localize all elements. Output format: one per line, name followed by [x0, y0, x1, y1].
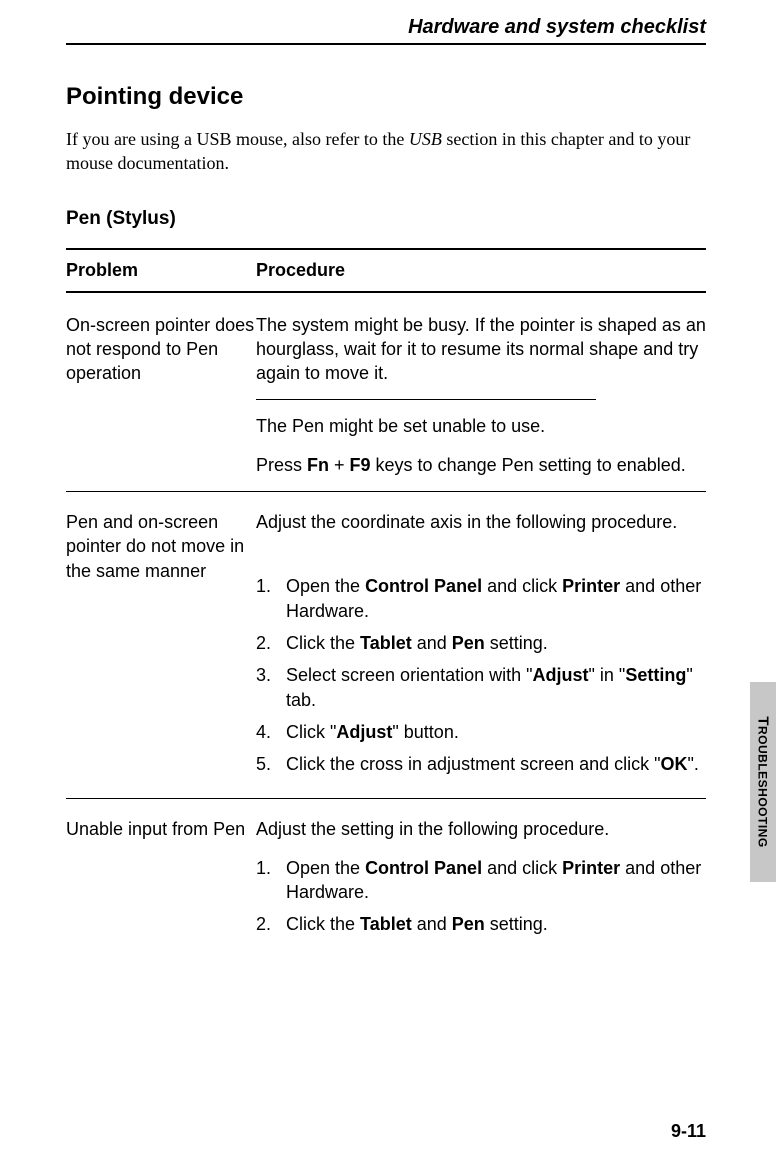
procedure-text: Adjust the setting in the following proc… — [256, 817, 706, 841]
bold-text: Setting — [625, 665, 686, 685]
bold-text: F9 — [350, 455, 371, 475]
step-item: Click the Tablet and Pen setting. — [256, 912, 706, 936]
sub-divider — [256, 399, 596, 400]
step-item: Open the Control Panel and click Printer… — [256, 574, 706, 623]
step-item: Click "Adjust" button. — [256, 720, 706, 744]
bold-text: Pen — [452, 914, 485, 934]
bold-text: Control Panel — [365, 576, 482, 596]
problem-cell: Pen and on-screen pointer do not move in… — [66, 510, 256, 784]
procedure-cell: The system might be busy. If the pointer… — [256, 313, 706, 477]
text: Open the — [286, 858, 365, 878]
bold-text: Tablet — [360, 914, 412, 934]
step-item: Click the cross in adjustment screen and… — [256, 752, 706, 776]
table-row: Unable input from Pen Adjust the setting… — [66, 799, 706, 958]
text: + — [329, 455, 350, 475]
text: and click — [482, 576, 562, 596]
side-tab-first-letter: T — [755, 716, 772, 726]
side-tab: TROUBLESHOOTING — [750, 682, 776, 882]
procedure-text: The system might be busy. If the pointer… — [256, 313, 706, 386]
bold-text: Printer — [562, 858, 620, 878]
text: and click — [482, 858, 562, 878]
bold-text: Pen — [452, 633, 485, 653]
section-title: Pointing device — [66, 83, 706, 111]
side-tab-label: TROUBLESHOOTING — [755, 716, 772, 847]
intro-italic: USB — [409, 129, 442, 149]
text: Open the — [286, 576, 365, 596]
bold-text: Printer — [562, 576, 620, 596]
step-item: Select screen orientation with "Adjust" … — [256, 663, 706, 712]
text: setting. — [485, 633, 548, 653]
text: Click " — [286, 722, 336, 742]
problem-cell: On-screen pointer does not respond to Pe… — [66, 313, 256, 477]
procedure-cell: Adjust the coordinate axis in the follow… — [256, 510, 706, 784]
subsection-title: Pen (Stylus) — [66, 208, 706, 230]
text: and — [412, 633, 452, 653]
intro-prefix: If you are using a USB mouse, also refer… — [66, 129, 409, 149]
text: " button. — [392, 722, 458, 742]
procedure-cell: Adjust the setting in the following proc… — [256, 817, 706, 944]
text: Click the — [286, 633, 360, 653]
bold-text: Adjust — [533, 665, 589, 685]
side-tab-rest: ROUBLESHOOTING — [756, 726, 770, 848]
procedure-text: Press Fn + F9 keys to change Pen setting… — [256, 453, 706, 477]
page-number: 9-11 — [671, 1121, 706, 1142]
text: Click the cross in adjustment screen and… — [286, 754, 661, 774]
procedure-steps: Open the Control Panel and click Printer… — [256, 856, 706, 937]
text: ". — [688, 754, 699, 774]
step-item: Click the Tablet and Pen setting. — [256, 631, 706, 655]
table-header-procedure: Procedure — [256, 260, 706, 281]
text: Press — [256, 455, 307, 475]
text: keys to change Pen setting to enabled. — [371, 455, 686, 475]
procedure-steps: Open the Control Panel and click Printer… — [256, 574, 706, 776]
step-item: Open the Control Panel and click Printer… — [256, 856, 706, 905]
text: Click the — [286, 914, 360, 934]
text: and — [412, 914, 452, 934]
text: setting. — [485, 914, 548, 934]
table-header-problem: Problem — [66, 260, 256, 281]
bold-text: Control Panel — [365, 858, 482, 878]
bold-text: Fn — [307, 455, 329, 475]
bold-text: Tablet — [360, 633, 412, 653]
text: " in " — [589, 665, 626, 685]
table-row: On-screen pointer does not respond to Pe… — [66, 293, 706, 492]
procedure-text: Adjust the coordinate axis in the follow… — [256, 510, 706, 534]
chapter-header: Hardware and system checklist — [66, 16, 706, 45]
bold-text: OK — [661, 754, 688, 774]
table-row: Pen and on-screen pointer do not move in… — [66, 492, 706, 799]
intro-paragraph: If you are using a USB mouse, also refer… — [66, 127, 706, 176]
bold-text: Adjust — [336, 722, 392, 742]
table-header-row: Problem Procedure — [66, 248, 706, 293]
procedure-text: The Pen might be set unable to use. — [256, 414, 706, 438]
problem-cell: Unable input from Pen — [66, 817, 256, 944]
text: Select screen orientation with " — [286, 665, 533, 685]
